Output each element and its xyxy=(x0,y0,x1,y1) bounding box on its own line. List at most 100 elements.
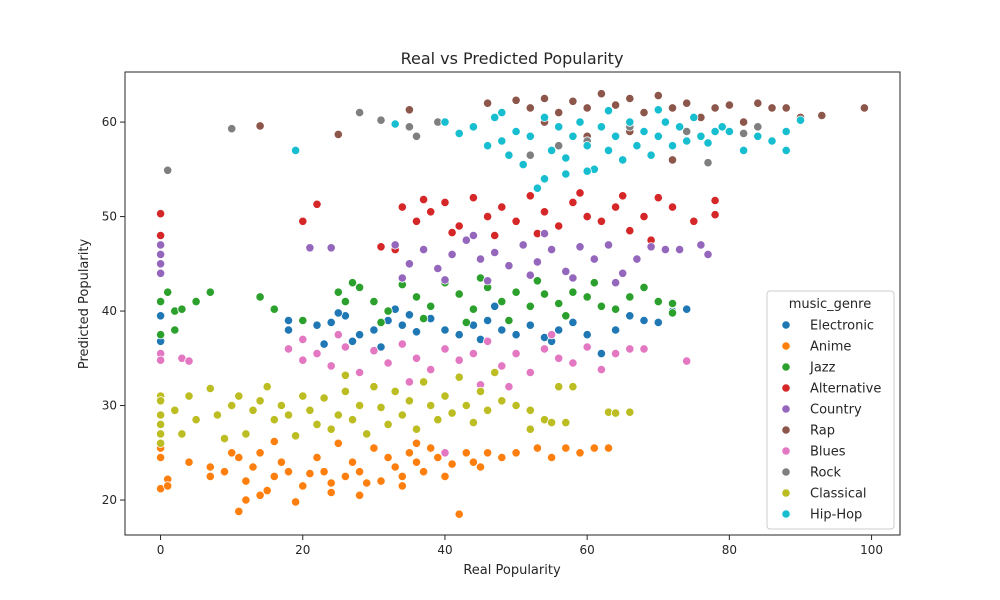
data-point xyxy=(468,417,478,428)
data-point xyxy=(255,292,265,302)
data-point xyxy=(454,372,464,382)
legend-marker xyxy=(781,404,791,414)
data-point xyxy=(589,278,599,288)
data-point xyxy=(639,126,649,137)
data-point xyxy=(404,396,414,406)
data-point xyxy=(582,330,592,340)
data-point xyxy=(490,367,500,378)
data-point xyxy=(561,443,571,453)
data-point xyxy=(639,212,649,222)
data-point xyxy=(156,330,166,340)
data-point xyxy=(298,481,308,491)
data-point xyxy=(411,424,422,434)
legend-marker xyxy=(781,341,791,351)
data-point xyxy=(227,400,237,411)
data-point xyxy=(205,287,215,297)
data-point xyxy=(305,468,315,479)
legend-title: music_genre xyxy=(789,297,871,312)
data-point xyxy=(376,342,386,352)
data-point xyxy=(468,348,478,359)
data-point xyxy=(390,386,400,396)
data-point xyxy=(639,282,649,292)
data-point xyxy=(525,405,535,415)
data-point xyxy=(333,129,343,139)
data-point xyxy=(497,202,507,212)
data-point xyxy=(426,443,436,453)
legend-label: Anime xyxy=(810,340,851,355)
data-point xyxy=(255,490,265,500)
data-point xyxy=(298,315,308,326)
data-point xyxy=(248,462,258,472)
data-point xyxy=(497,325,507,335)
x-tick-label: 100 xyxy=(860,543,883,557)
data-point xyxy=(454,128,464,138)
data-point xyxy=(333,287,343,297)
data-point xyxy=(234,506,244,516)
data-point xyxy=(532,276,543,286)
data-point xyxy=(596,216,607,226)
data-point xyxy=(738,145,749,155)
series-jazz xyxy=(156,273,678,340)
y-tick-label: 40 xyxy=(102,304,117,318)
data-point xyxy=(347,415,358,425)
data-point xyxy=(646,150,656,160)
data-point xyxy=(468,230,478,241)
x-tick-label: 20 xyxy=(295,543,310,557)
y-axis-ticks: 20 30 40 50 60 xyxy=(102,115,125,507)
x-tick-label: 60 xyxy=(580,543,595,557)
data-point xyxy=(255,396,265,406)
data-point xyxy=(404,310,414,320)
data-point xyxy=(653,317,663,327)
data-point xyxy=(568,131,578,141)
data-point xyxy=(610,100,621,110)
data-point xyxy=(354,467,365,477)
data-point xyxy=(532,257,543,267)
x-tick-label: 80 xyxy=(722,543,737,557)
series-anime xyxy=(156,436,614,519)
data-point xyxy=(504,150,514,160)
data-point xyxy=(554,325,564,335)
data-point xyxy=(269,436,279,447)
data-point xyxy=(241,495,251,505)
data-point xyxy=(511,216,521,226)
data-point xyxy=(369,443,379,453)
legend-item: Jazz xyxy=(781,361,836,376)
data-point xyxy=(497,396,507,406)
legend-item: Alternative xyxy=(781,382,881,397)
data-point xyxy=(262,485,272,496)
data-point xyxy=(632,254,642,264)
data-point xyxy=(376,115,386,125)
chart-title: Real vs Predicted Popularity xyxy=(401,49,624,68)
data-point xyxy=(525,150,535,160)
data-point xyxy=(596,89,607,99)
data-point xyxy=(170,325,180,335)
data-point xyxy=(511,287,521,297)
data-point xyxy=(554,382,564,392)
legend-label: Jazz xyxy=(809,361,836,376)
data-point xyxy=(326,317,336,327)
data-point xyxy=(490,230,500,241)
data-point xyxy=(618,191,628,201)
data-point xyxy=(568,382,578,392)
data-point xyxy=(326,487,336,498)
data-point xyxy=(156,249,166,259)
legend-marker xyxy=(781,383,791,393)
data-point xyxy=(482,315,493,326)
data-point xyxy=(511,330,521,340)
data-point xyxy=(610,348,621,359)
data-point xyxy=(369,346,379,356)
data-point xyxy=(497,296,507,307)
data-point xyxy=(426,400,436,411)
data-point xyxy=(283,344,294,354)
y-tick-label: 50 xyxy=(102,210,117,224)
data-point xyxy=(603,106,614,116)
data-point xyxy=(703,158,713,168)
data-point xyxy=(177,429,187,439)
data-point xyxy=(461,235,471,245)
data-point xyxy=(312,348,322,359)
series-blues xyxy=(156,330,692,458)
data-point xyxy=(276,457,286,467)
data-point xyxy=(454,221,464,231)
data-point xyxy=(710,195,720,206)
data-point xyxy=(660,117,671,127)
